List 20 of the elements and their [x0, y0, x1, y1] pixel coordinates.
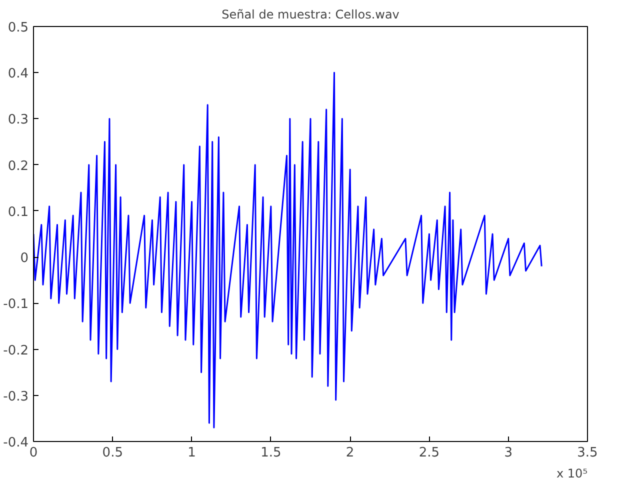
y-tick-label: 0.5 — [8, 20, 29, 36]
y-tick-label: 0.1 — [8, 204, 29, 220]
text: x 10⁵ — [556, 466, 588, 480]
x-tick-label: 2.5 — [418, 446, 440, 460]
line-series — [34, 72, 542, 428]
y-tick-label: -0.3 — [3, 389, 29, 404]
y-tick-label: 0.4 — [8, 66, 29, 82]
y-tick-label: 0.2 — [8, 158, 29, 174]
y-tick-label: -0.2 — [3, 343, 29, 358]
x-tick-label: 3.5 — [577, 446, 598, 460]
y-tick-label: 0.3 — [8, 112, 29, 128]
x-tick-label: 1.5 — [260, 446, 282, 460]
chart-title: Señal de muestra: Cellos.wav — [222, 8, 400, 22]
x-tick-label: 3 — [504, 446, 513, 460]
y-tick-label: -0.4 — [3, 436, 29, 450]
x-tick-label: 1 — [188, 446, 196, 460]
y-tick-label: 0 — [20, 251, 29, 266]
x-tick-label: 0.5 — [102, 446, 123, 460]
x-tick-label: 2 — [346, 446, 354, 460]
y-tick-label: -0.1 — [3, 297, 29, 312]
